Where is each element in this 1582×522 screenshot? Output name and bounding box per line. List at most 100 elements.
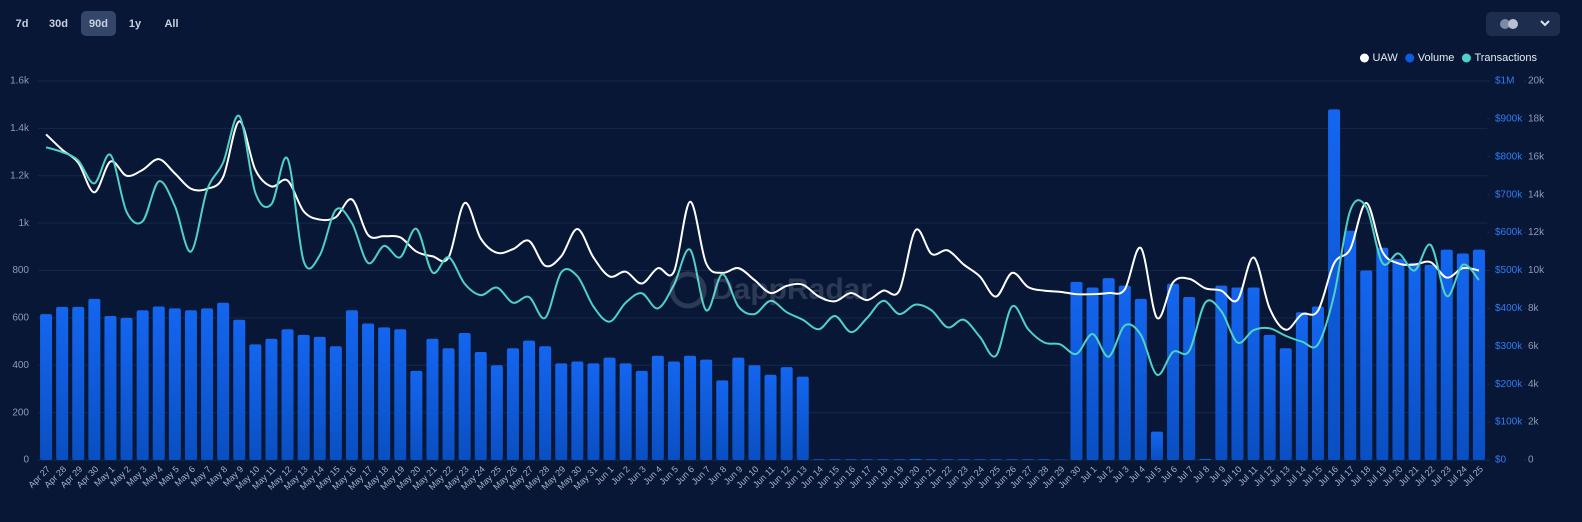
bar — [828, 459, 841, 460]
bar — [716, 380, 729, 460]
legend-label: Transactions — [1474, 52, 1537, 64]
currency-dropdown[interactable] — [1486, 12, 1560, 36]
y-tick-label: 1.2k — [10, 170, 30, 181]
bar — [1022, 459, 1035, 460]
bar — [249, 344, 262, 460]
x-tick-label: Jul 6 — [1159, 464, 1180, 485]
y-tick-label: 200 — [12, 407, 29, 418]
y3-tick-label: 20k — [1528, 76, 1545, 87]
bar — [281, 329, 294, 460]
bar — [845, 459, 858, 460]
legend-swatch — [1359, 53, 1369, 63]
bar — [72, 306, 85, 460]
range-button-label[interactable]: All — [164, 18, 178, 30]
bar — [474, 351, 487, 460]
watermark: DappRadar — [712, 273, 872, 306]
y3-tick-label: 2k — [1528, 417, 1540, 428]
y3-tick-label: 10k — [1528, 265, 1545, 276]
legend-swatch — [1461, 53, 1471, 63]
x-tick-label: Jul 1 — [1078, 464, 1099, 485]
bar — [184, 310, 197, 460]
y2-tick-label: $600k — [1495, 227, 1523, 238]
bar — [442, 348, 455, 460]
bar — [394, 329, 407, 460]
bar — [635, 370, 648, 460]
legend-swatch — [1405, 53, 1415, 63]
range-button-label[interactable]: 7d — [16, 18, 29, 30]
bar — [667, 361, 680, 460]
y3-tick-label: 4k — [1528, 379, 1540, 390]
currency-icon — [1508, 19, 1518, 29]
bar — [458, 333, 471, 460]
y-tick-label: 400 — [12, 360, 29, 371]
bar — [1167, 283, 1180, 460]
bar — [40, 314, 53, 460]
bar — [812, 459, 825, 460]
bar — [313, 336, 326, 460]
watermark-group: DappRadar — [669, 271, 872, 309]
y-tick-label: 1k — [18, 218, 30, 229]
x-tick-label: Jul 4 — [1126, 464, 1147, 485]
y-tick-label: 1.6k — [10, 76, 30, 87]
bar — [603, 357, 616, 460]
range-button-label[interactable]: 30d — [49, 18, 68, 30]
bar — [877, 459, 890, 460]
bar — [893, 459, 906, 460]
bar — [1215, 285, 1228, 460]
bar — [1247, 287, 1260, 460]
y2-tick-label: $100k — [1495, 417, 1523, 428]
x-tick-label: Jul 8 — [1191, 464, 1212, 485]
y2-tick-label: $800k — [1495, 151, 1523, 162]
legend-label: Volume — [1418, 52, 1455, 64]
bar — [1118, 285, 1131, 460]
bar — [1311, 306, 1324, 460]
range-button-label[interactable]: 90d — [89, 18, 108, 30]
bar — [1392, 259, 1405, 460]
y2-tick-label: $300k — [1495, 341, 1523, 352]
bar — [619, 363, 632, 460]
bar — [329, 346, 342, 460]
bar — [555, 363, 568, 460]
y-tick-label: 800 — [12, 265, 29, 276]
bar — [362, 323, 375, 460]
bar — [1086, 287, 1099, 460]
bar — [104, 315, 117, 460]
bar — [941, 459, 954, 460]
bar — [684, 355, 697, 460]
y3-tick-label: 14k — [1528, 189, 1545, 200]
bar — [909, 458, 922, 460]
range-button-label[interactable]: 1y — [129, 18, 142, 30]
dropdown-chevron — [1540, 20, 1550, 27]
y2-tick-label: $500k — [1495, 265, 1523, 276]
bar — [1472, 249, 1485, 460]
bar — [1376, 247, 1389, 460]
bar — [1070, 281, 1083, 460]
range-button[interactable] — [81, 11, 116, 36]
bar — [764, 374, 777, 460]
bar — [378, 327, 391, 460]
y3-tick-label: 12k — [1528, 227, 1545, 238]
bar — [88, 298, 101, 460]
bar — [1006, 459, 1019, 460]
bar — [748, 365, 761, 460]
watermark-logo — [669, 271, 707, 309]
y-tick-label: 0 — [23, 455, 29, 466]
x-tick-label: Jul 2 — [1094, 464, 1115, 485]
bar — [989, 459, 1002, 460]
bar — [56, 306, 69, 460]
currency-icon — [1500, 19, 1510, 29]
bar — [571, 361, 584, 460]
x-tick-label: Jul 3 — [1110, 464, 1131, 485]
bar — [732, 357, 745, 460]
bar — [780, 367, 793, 460]
bar — [1279, 348, 1292, 460]
y2-tick-label: $700k — [1495, 189, 1523, 200]
bar — [1183, 297, 1196, 460]
x-tick-label: Jul 5 — [1143, 464, 1164, 485]
y3-tick-label: 0 — [1528, 455, 1534, 466]
bar — [297, 334, 310, 460]
bar — [136, 310, 149, 460]
bar — [1150, 431, 1163, 460]
bar — [506, 348, 519, 460]
bar — [861, 459, 874, 460]
